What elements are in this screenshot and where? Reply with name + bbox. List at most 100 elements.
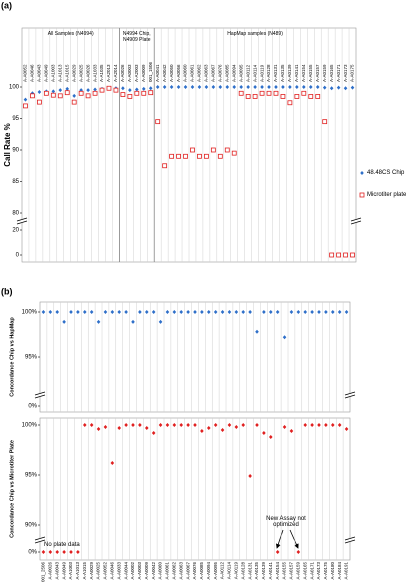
y-tick-label: 0% bbox=[28, 550, 37, 556]
y-tick-label: 95% bbox=[25, 473, 38, 479]
axis-break bbox=[344, 539, 356, 544]
marker bbox=[266, 90, 272, 96]
x-tick-label: A-A0135 bbox=[280, 64, 285, 82]
x-tick-label: A-A1013 bbox=[75, 562, 80, 580]
marker bbox=[274, 85, 278, 89]
marker bbox=[296, 550, 301, 554]
x-tick-label: A-A0050 bbox=[169, 64, 174, 82]
marker bbox=[30, 93, 35, 99]
marker bbox=[162, 163, 168, 169]
marker bbox=[76, 550, 80, 554]
axis-break bbox=[17, 219, 27, 223]
marker bbox=[103, 425, 108, 429]
x-tick-label: A-A0046 bbox=[110, 562, 115, 580]
marker bbox=[302, 85, 306, 89]
x-tick-label: A-A0139 bbox=[261, 562, 266, 580]
x-tick-label: A-A0052 bbox=[23, 64, 28, 82]
x-tick-label: A-A0135 bbox=[254, 562, 259, 580]
marker bbox=[96, 319, 101, 324]
marker bbox=[89, 423, 94, 427]
marker bbox=[322, 85, 327, 90]
marker bbox=[62, 319, 66, 324]
marker bbox=[190, 147, 195, 153]
arrow bbox=[275, 529, 284, 549]
marker bbox=[336, 85, 341, 90]
marker bbox=[41, 310, 46, 314]
x-tick-label: A-A0191 bbox=[344, 562, 349, 580]
x-tick-label: A-A0171 bbox=[336, 64, 341, 82]
x-tick-label: A-A0114 bbox=[252, 64, 257, 82]
marker bbox=[211, 85, 216, 89]
x-tick-label: A-A0056 bbox=[176, 64, 181, 82]
x-tick-label: A-A0184 bbox=[337, 562, 342, 580]
x-tick-label: A-A0061 bbox=[190, 64, 195, 82]
marker bbox=[85, 93, 91, 99]
y-tick-label: 90% bbox=[25, 523, 38, 529]
x-tick-label: A-A0067 bbox=[211, 64, 216, 82]
marker bbox=[268, 310, 273, 314]
marker bbox=[69, 550, 73, 554]
marker bbox=[43, 90, 49, 96]
panel-label: (a) bbox=[1, 0, 12, 10]
x-tick-label: A-A2014 bbox=[113, 64, 118, 82]
x-tick-label: A-A0003 bbox=[127, 64, 132, 82]
marker bbox=[50, 92, 56, 98]
x-tick-label: A-A1033 bbox=[92, 64, 97, 82]
x-tick-label: A-A0154 bbox=[275, 562, 280, 580]
marker bbox=[289, 429, 294, 433]
axis-break bbox=[34, 539, 46, 544]
marker bbox=[248, 474, 252, 478]
marker bbox=[336, 252, 342, 258]
marker bbox=[303, 423, 308, 427]
marker bbox=[317, 423, 321, 427]
axis-break bbox=[16, 220, 28, 225]
x-tick-label: A-A0042 bbox=[151, 562, 156, 580]
marker bbox=[262, 431, 266, 435]
marker bbox=[141, 86, 146, 91]
axis-break bbox=[34, 394, 46, 399]
marker bbox=[186, 423, 190, 427]
x-tick-label: A-A0159 bbox=[322, 64, 327, 82]
marker bbox=[267, 85, 271, 89]
axis-break bbox=[35, 393, 45, 397]
x-tick-label: A-A0076 bbox=[218, 64, 223, 82]
x-tick-label: A-A0041 bbox=[155, 64, 160, 82]
marker bbox=[317, 310, 321, 314]
y-tick-label: 0 bbox=[16, 253, 20, 259]
marker bbox=[227, 310, 232, 314]
marker bbox=[344, 310, 349, 314]
marker bbox=[172, 423, 177, 427]
marker bbox=[106, 85, 112, 91]
marker bbox=[343, 252, 348, 258]
marker bbox=[234, 425, 239, 429]
x-tick-label: A-A0119 bbox=[234, 562, 239, 580]
x-tick-label: A-A0033 bbox=[116, 562, 121, 580]
x-tick-label: A-A0128 bbox=[240, 562, 245, 580]
marker bbox=[322, 119, 328, 125]
marker bbox=[252, 94, 258, 99]
marker bbox=[165, 310, 170, 314]
marker bbox=[169, 153, 175, 159]
x-tick-label: A-A0154 bbox=[301, 64, 306, 82]
marker bbox=[315, 94, 321, 99]
axis-break bbox=[344, 536, 356, 541]
marker bbox=[268, 435, 273, 439]
x-tick-label: A-A0061 bbox=[165, 562, 170, 580]
marker bbox=[158, 423, 163, 427]
x-tick-label: 001_1506 bbox=[148, 61, 153, 82]
y-tick-label: 90 bbox=[12, 148, 19, 154]
marker bbox=[62, 550, 66, 554]
annotation: No plate data bbox=[44, 542, 80, 548]
marker bbox=[248, 310, 252, 314]
x-tick-label: A-A0094 bbox=[206, 562, 211, 580]
marker bbox=[148, 86, 153, 91]
y-tick-label: 80 bbox=[12, 211, 19, 217]
marker bbox=[206, 310, 211, 314]
x-tick-label: A-A0173 bbox=[343, 64, 348, 82]
x-tick-label: 001_2506 bbox=[41, 562, 46, 583]
x-tick-label: A-A0063 bbox=[178, 562, 183, 580]
marker bbox=[141, 90, 147, 96]
x-tick-label: A-A0112 bbox=[220, 562, 225, 580]
group-label: HapMap samples (N489) bbox=[227, 31, 283, 37]
marker bbox=[138, 310, 142, 314]
